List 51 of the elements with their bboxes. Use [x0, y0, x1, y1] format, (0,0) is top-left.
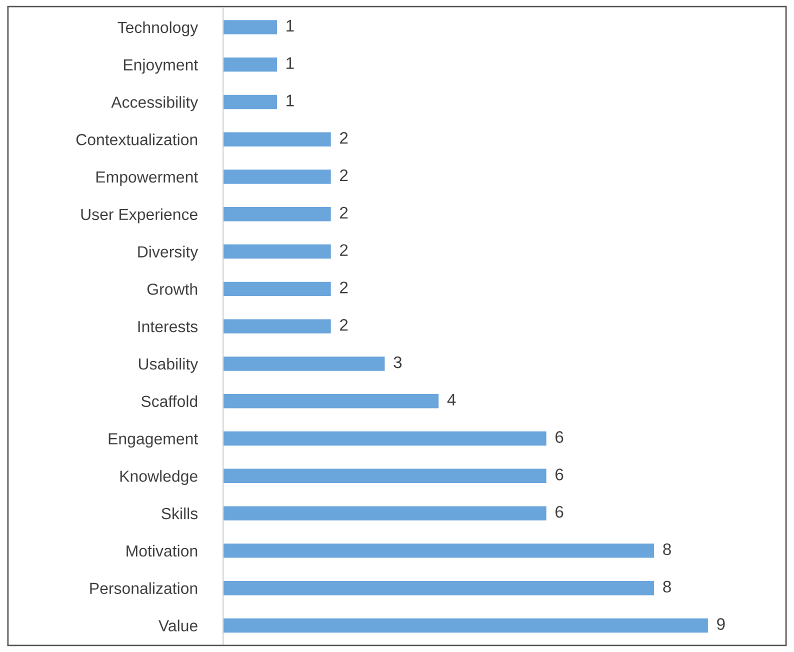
y-tick-label: Scaffold: [141, 395, 198, 408]
data-label: 6: [556, 506, 564, 518]
bar: [223, 57, 277, 72]
data-label: 1: [286, 20, 294, 32]
bar: [223, 618, 708, 633]
data-label: 2: [340, 282, 348, 294]
y-tick-label: Skills: [162, 508, 198, 520]
bar: [223, 94, 277, 110]
bar: [223, 356, 385, 371]
y-tick-label: Technology: [118, 21, 198, 36]
y-tick-label: Interests: [138, 321, 198, 332]
bar: [223, 207, 331, 222]
y-tick-label: Motivation: [126, 544, 198, 557]
data-label: 3: [394, 356, 402, 368]
y-tick-label: Enjoyment: [124, 58, 198, 74]
y-tick-label: Growth: [147, 283, 198, 295]
y-tick-label: Contextualization: [76, 134, 198, 146]
data-label: 2: [340, 206, 348, 218]
data-label: 1: [286, 94, 294, 106]
bar: [223, 244, 331, 259]
y-tick-label: Personalization: [90, 582, 198, 594]
data-label: 6: [556, 468, 564, 480]
y-tick-label: Engagement: [108, 433, 198, 448]
data-label: 8: [663, 580, 671, 593]
data-label: 8: [663, 543, 671, 556]
y-tick-label: Usability: [138, 358, 198, 373]
bar: [223, 319, 331, 334]
bar: [223, 170, 331, 184]
bar: [223, 506, 546, 520]
data-label: 4: [447, 394, 456, 406]
y-tick-label: Knowledge: [120, 470, 198, 486]
y-tick-label: Value: [158, 620, 198, 632]
data-label: 2: [340, 319, 348, 331]
bar: [223, 431, 546, 446]
bar: [223, 468, 546, 484]
data-label: 2: [340, 169, 348, 182]
data-label: 9: [717, 618, 725, 630]
bar: [223, 580, 654, 596]
y-tick-label: Accessibility: [111, 96, 198, 112]
data-label: 6: [556, 431, 564, 443]
bar: [223, 394, 439, 408]
data-label: 2: [340, 244, 348, 256]
bar: [223, 282, 331, 296]
bar: [223, 132, 331, 146]
y-tick-label: Empowerment: [96, 172, 198, 186]
data-label: 2: [340, 132, 348, 144]
y-tick-label: User Experience: [81, 208, 198, 224]
data-label: 1: [286, 57, 294, 69]
y-tick-label: Diversity: [138, 246, 198, 261]
bar: [223, 20, 277, 34]
bar: [223, 544, 654, 558]
